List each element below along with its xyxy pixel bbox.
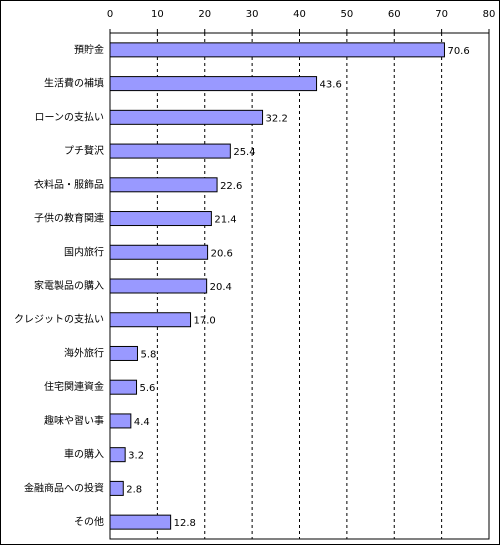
bar <box>109 211 212 227</box>
bar <box>109 480 124 496</box>
value-label: 43.6 <box>320 80 342 91</box>
value-label: 4.4 <box>134 417 150 428</box>
y-tick-label: 衣料品・服飾品 <box>34 178 104 191</box>
bar <box>109 177 218 193</box>
bar <box>109 42 445 58</box>
x-tick-label: 0 <box>107 9 113 20</box>
y-tick-label: 預貯金 <box>74 43 104 56</box>
value-label: 5.6 <box>140 383 156 394</box>
value-label: 25.4 <box>233 147 255 158</box>
y-tick-label: 国内旅行 <box>64 245 104 258</box>
y-tick-label: 生活費の補填 <box>44 77 104 90</box>
y-tick-label: 海外旅行 <box>64 346 104 359</box>
bar <box>109 379 138 395</box>
y-tick-label: 金融商品への投資 <box>24 481 104 494</box>
x-tick-label: 70 <box>435 9 448 20</box>
y-tick-label: 家電製品の購入 <box>34 279 104 292</box>
y-tick-label: プチ贅沢 <box>64 144 104 157</box>
bar <box>109 143 231 159</box>
y-tick-label: 子供の教育関連 <box>34 212 104 225</box>
bar <box>109 76 318 92</box>
value-label: 32.2 <box>266 113 288 124</box>
value-label: 22.6 <box>220 181 242 192</box>
value-label: 2.8 <box>126 484 142 495</box>
value-label: 12.8 <box>174 518 196 529</box>
y-tick-label: その他 <box>74 515 104 528</box>
value-label: 5.8 <box>140 349 156 360</box>
value-label: 20.6 <box>211 248 233 259</box>
x-tick-label: 20 <box>198 9 211 20</box>
x-tick-label: 30 <box>246 9 259 20</box>
value-label: 3.2 <box>128 451 144 462</box>
value-label: 17.0 <box>194 316 216 327</box>
bar <box>109 278 208 294</box>
y-tick-label: 車の購入 <box>64 448 104 461</box>
bar <box>109 447 126 463</box>
y-tick-label: ローンの支払い <box>35 110 105 123</box>
x-tick-label: 10 <box>151 9 164 20</box>
y-tick-label: クレジットの支払い <box>14 313 104 326</box>
y-tick-label: 趣味や習い事 <box>44 414 104 427</box>
bar <box>109 312 192 328</box>
value-label: 20.4 <box>210 282 232 293</box>
value-label: 70.6 <box>447 46 469 57</box>
bar <box>109 244 209 260</box>
bar <box>109 345 138 361</box>
bar <box>109 514 172 530</box>
x-tick-label: 60 <box>388 9 401 20</box>
y-tick-label: 住宅関連資金 <box>44 380 104 393</box>
x-tick-label: 50 <box>341 9 354 20</box>
value-label: 21.4 <box>214 215 236 226</box>
x-tick-label: 40 <box>293 9 306 20</box>
bar <box>109 109 264 125</box>
bar <box>109 413 132 429</box>
x-tick-label: 80 <box>483 9 496 20</box>
